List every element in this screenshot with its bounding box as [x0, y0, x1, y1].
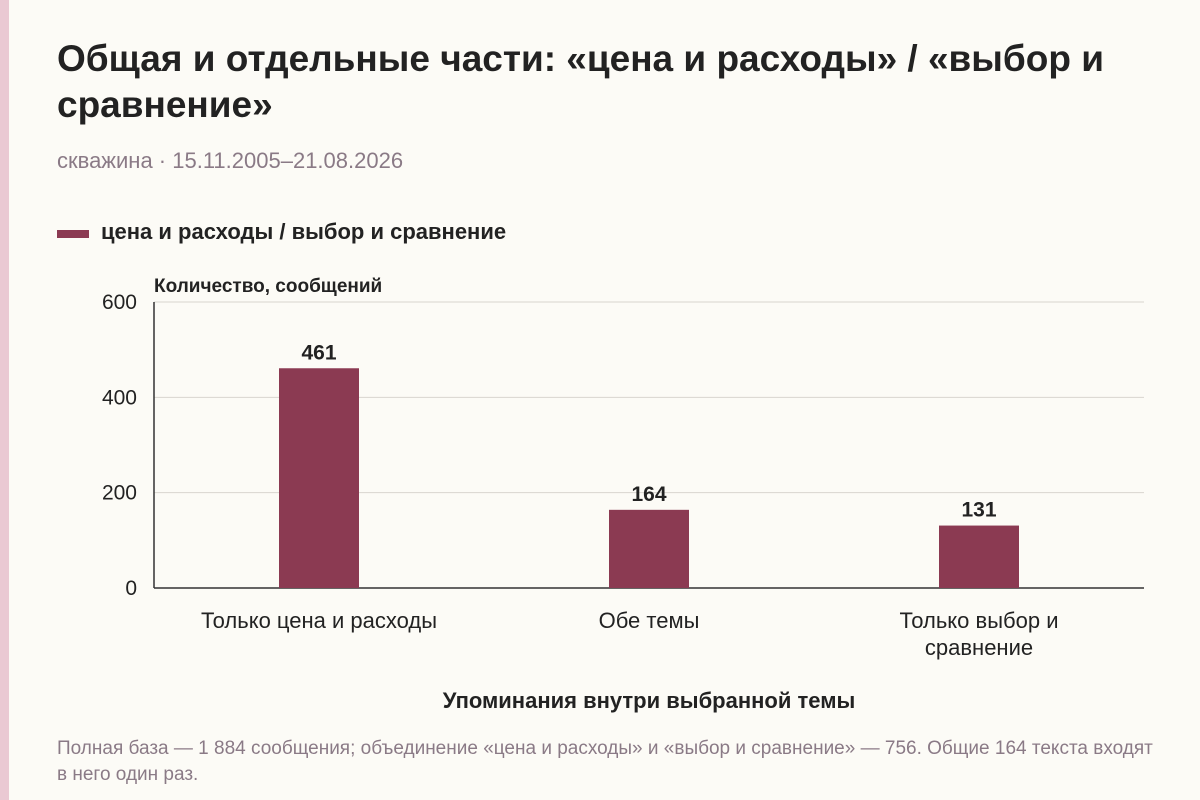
data-label: 164 [631, 483, 666, 506]
legend-label: цена и расходы / выбор и сравнение [101, 219, 507, 244]
y-tick-label: 400 [102, 386, 137, 409]
data-label: 131 [961, 499, 996, 522]
y-tick-label: 0 [125, 577, 137, 600]
bar [609, 509, 689, 588]
x-tick-label: сравнение [925, 635, 1033, 660]
legend-swatch [57, 229, 89, 238]
data-label: 461 [301, 341, 336, 364]
y-tick-label: 600 [102, 291, 137, 314]
chart-title: Общая и отдельные части: «цена и расходы… [57, 38, 1104, 125]
accent-strip [0, 0, 9, 800]
bar [279, 368, 359, 588]
x-tick-label: Обе темы [599, 608, 700, 633]
x-tick-label: Только цена и расходы [201, 608, 437, 633]
y-axis-title: Количество, сообщений [154, 276, 382, 297]
legend: цена и расходы / выбор и сравнение [57, 219, 506, 245]
footnote: Полная база — 1 884 сообщения; объединен… [57, 738, 1153, 785]
y-tick-label: 200 [102, 482, 137, 505]
x-tick-label: Только выбор и [900, 608, 1059, 633]
bar [939, 525, 1019, 588]
chart-subtitle: скважина · 15.11.2005–21.08.2026 [57, 148, 404, 173]
x-axis-title: Упоминания внутри выбранной темы [443, 688, 856, 713]
